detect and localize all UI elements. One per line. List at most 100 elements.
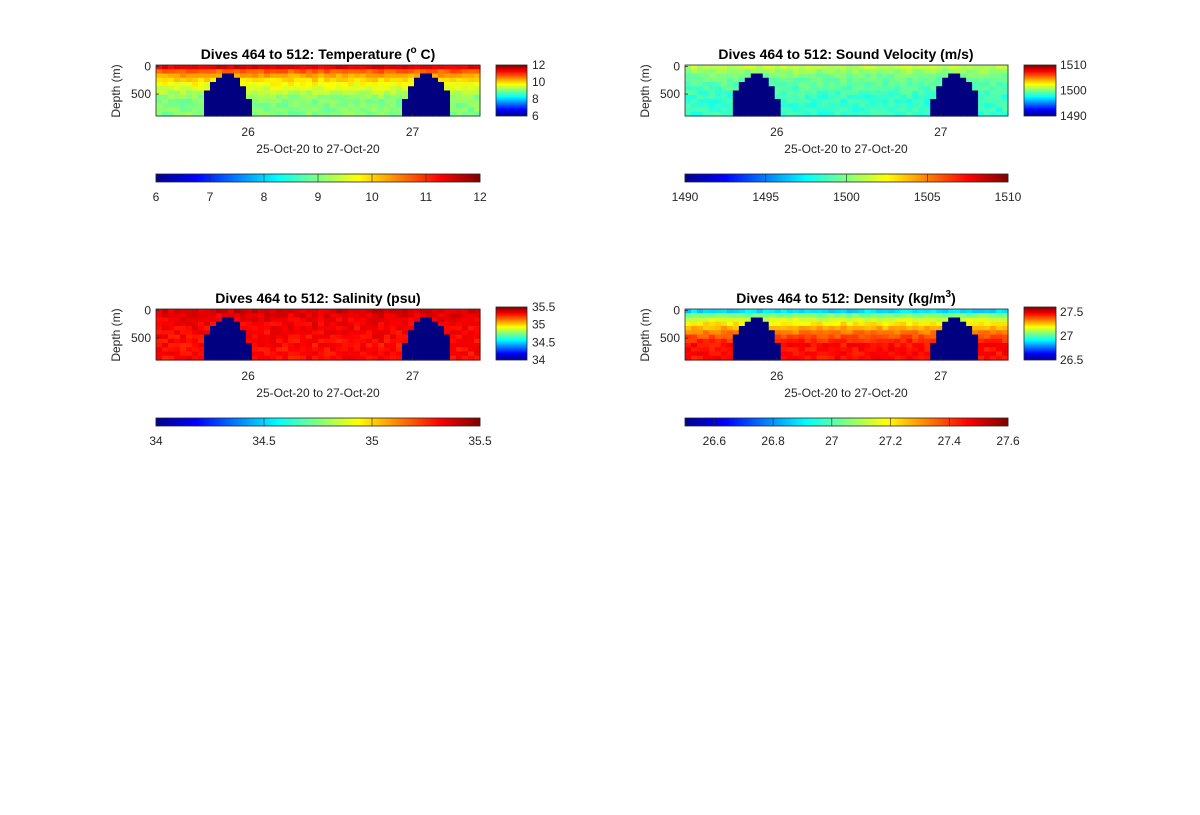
heatmap-cell	[258, 65, 265, 70]
heatmap-cell	[414, 326, 421, 331]
heatmap-cell	[786, 86, 794, 92]
heatmap-cell	[312, 111, 319, 117]
heatmap-cell	[882, 77, 889, 83]
heatmap-cell	[858, 111, 866, 117]
heatmap-cell	[306, 65, 313, 70]
heatmap-cell	[870, 103, 878, 109]
heatmap-cell	[198, 321, 205, 327]
heatmap-cell	[216, 326, 223, 331]
heatmap-cell	[685, 86, 692, 92]
heatmap-cell	[252, 73, 259, 79]
heatmap-cell	[198, 111, 205, 117]
heatmap-cell	[888, 65, 895, 70]
heatmap-cell	[240, 309, 247, 314]
heatmap-cell	[846, 86, 854, 92]
heatmap-cell	[696, 73, 704, 79]
heatmap-cell	[210, 103, 217, 109]
heatmap-cell	[444, 313, 451, 319]
heatmap-cell	[192, 73, 199, 79]
heatmap-cell	[750, 338, 758, 344]
heatmap-cell	[174, 65, 181, 70]
heatmap-cell	[786, 351, 794, 357]
heatmap-cell	[954, 309, 961, 314]
heatmap-cell	[228, 94, 235, 100]
heatmap-cell	[288, 330, 295, 336]
heatmap-cell	[894, 94, 901, 100]
heatmap-cell	[246, 103, 253, 109]
heatmap-cell	[768, 107, 776, 113]
heatmap-cell	[414, 73, 421, 79]
heatmap-cell	[306, 330, 313, 336]
heatmap-cell	[990, 351, 997, 357]
heatmap-cell	[330, 107, 337, 113]
heatmap-cell	[324, 107, 331, 113]
heatmap-cell	[864, 107, 872, 113]
heatmap-cell	[288, 351, 295, 357]
heatmap-cell	[876, 321, 883, 327]
heatmap-cell	[870, 111, 878, 117]
heatmap-cell	[312, 103, 319, 109]
heatmap-cell	[288, 326, 295, 331]
heatmap-cell	[822, 82, 830, 87]
heatmap-cell	[888, 338, 895, 344]
heatmap-cell	[798, 326, 806, 331]
heatmap-cell	[252, 107, 259, 113]
heatmap-cell	[414, 321, 421, 327]
heatmap-cell	[834, 309, 842, 314]
heatmap-cell	[846, 313, 854, 319]
heatmap-cell	[714, 73, 722, 79]
heatmap-cell	[378, 355, 385, 361]
heatmap-cell	[726, 347, 734, 353]
heatmap-cell	[210, 326, 217, 331]
heatmap-cell	[294, 82, 301, 87]
heatmap-cell	[162, 334, 169, 340]
heatmap-cell	[732, 313, 740, 319]
heatmap-cell	[690, 309, 698, 314]
heatmap-cell	[456, 111, 463, 117]
heatmap-cell	[990, 313, 997, 319]
heatmap-cell	[408, 343, 415, 348]
heatmap-cell	[432, 99, 439, 104]
heatmap-cell	[264, 82, 271, 87]
y-tick-label: 500	[660, 331, 680, 345]
heatmap-cell	[168, 321, 175, 327]
heatmap-cell	[228, 90, 235, 96]
heatmap-cell	[708, 317, 716, 323]
heatmap-cell	[750, 347, 758, 353]
heatmap-cell	[900, 347, 907, 353]
heatmap-cell	[474, 338, 481, 344]
heatmap-cell	[360, 321, 367, 327]
heatmap-cell	[864, 90, 872, 96]
heatmap-cell	[330, 111, 337, 117]
heatmap-cell	[858, 351, 866, 357]
heatmap-cell	[318, 99, 325, 104]
heatmap-cell	[336, 321, 343, 327]
heatmap-cell	[870, 343, 878, 348]
heatmap-cell	[720, 82, 728, 87]
heatmap-cell	[228, 111, 235, 117]
heatmap-cell	[252, 65, 259, 70]
heatmap-cell	[720, 86, 728, 92]
heatmap-cell	[918, 313, 925, 319]
heatmap-cell	[936, 309, 943, 314]
heatmap-cell	[210, 355, 217, 361]
heatmap-cell	[180, 317, 187, 323]
heatmap-cell	[180, 107, 187, 113]
heatmap-cell	[912, 321, 919, 327]
heatmap-cell	[780, 317, 788, 323]
heatmap-cell	[702, 334, 710, 340]
heatmap-cell	[930, 103, 937, 109]
heatmap-cell	[726, 343, 734, 348]
heatmap-cell	[978, 103, 985, 109]
heatmap-cell	[300, 334, 307, 340]
heatmap-cell	[750, 107, 758, 113]
heatmap-cell	[354, 94, 361, 100]
heatmap-cell	[408, 82, 415, 87]
heatmap-cell	[888, 77, 895, 83]
heatmap-cell	[822, 334, 830, 340]
heatmap-cell	[288, 65, 295, 70]
heatmap-cell	[726, 313, 734, 319]
heatmap-cell	[732, 343, 740, 348]
heatmap-cell	[822, 347, 830, 353]
heatmap-cell	[882, 111, 889, 117]
